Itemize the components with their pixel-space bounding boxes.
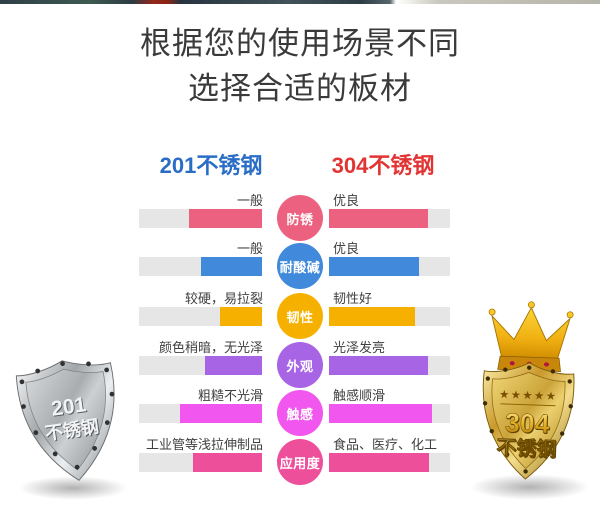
gold-shield-crown-icon: ★★★★★ 304 304 不锈钢 不锈钢 bbox=[482, 301, 575, 480]
right-bar-track bbox=[329, 307, 450, 326]
right-bar-track bbox=[329, 404, 450, 423]
silver-number-shadow: 201 bbox=[51, 394, 89, 422]
left-bar-fill bbox=[205, 356, 262, 375]
rivets bbox=[482, 365, 573, 474]
right-rating-label: 韧性好 bbox=[333, 291, 373, 306]
gold-number: 304 bbox=[505, 408, 551, 440]
column-header-201: 201不锈钢 bbox=[159, 153, 263, 178]
left-bar-track bbox=[139, 209, 262, 228]
category-badge-rust: 防锈 bbox=[277, 195, 323, 241]
left-bar-track bbox=[139, 453, 262, 472]
category-badge-acid: 耐酸碱 bbox=[277, 243, 323, 289]
left-bar-fill bbox=[193, 453, 262, 472]
right-rating-label: 光泽发亮 bbox=[333, 340, 386, 355]
gold-name: 不锈钢 bbox=[496, 436, 557, 461]
comparison-row-touch: 粗糙不光滑 触感顺滑 触感 bbox=[139, 388, 450, 436]
right-bar-fill bbox=[329, 453, 430, 472]
page-title-line2: 选择合适的板材 bbox=[188, 71, 412, 106]
gold-shield-badge-304: ★★★★★ 304 304 不锈钢 不锈钢 bbox=[462, 298, 593, 507]
right-bar-fill bbox=[329, 307, 415, 326]
right-bar-fill bbox=[329, 209, 429, 228]
page-title-line1: 根据您的使用场景不同 bbox=[140, 26, 460, 61]
silver-shield-shadow bbox=[18, 476, 128, 500]
right-bar-track bbox=[329, 209, 450, 228]
gold-shield-shadow bbox=[470, 474, 590, 500]
left-rating-label: 一般 bbox=[236, 241, 263, 256]
left-bar-track bbox=[139, 356, 262, 375]
top-banner-sliver bbox=[0, 0, 600, 4]
left-rating-label: 一般 bbox=[236, 193, 263, 208]
category-badge-touch: 触感 bbox=[277, 390, 323, 436]
stars-row: ★★★★★ bbox=[499, 389, 558, 403]
comparison-row-acid: 一般 优良 耐酸碱 bbox=[139, 241, 450, 289]
left-rating-label: 工业管等浅拉伸制品 bbox=[145, 437, 263, 452]
right-bar-fill bbox=[329, 404, 432, 423]
left-rating-label: 粗糙不光滑 bbox=[197, 388, 263, 403]
star-divider bbox=[500, 403, 556, 407]
silver-number: 201 bbox=[50, 393, 88, 421]
category-badge-appearance: 外观 bbox=[277, 342, 323, 388]
comparison-row-application: 工业管等浅拉伸制品 食品、医疗、化工 应用度 bbox=[139, 437, 450, 485]
column-header-304: 304不锈钢 bbox=[331, 153, 435, 178]
left-bar-fill bbox=[179, 404, 262, 423]
right-rating-label: 优良 bbox=[333, 193, 360, 208]
left-bar-fill bbox=[200, 257, 262, 276]
left-bar-fill bbox=[189, 209, 262, 228]
right-rating-label: 优良 bbox=[333, 241, 360, 256]
left-rating-label: 颜色稍暗，无光泽 bbox=[158, 340, 263, 355]
comparison-row-rust: 一般 优良 防锈 bbox=[139, 193, 450, 241]
right-bar-track bbox=[329, 257, 450, 276]
left-rating-label: 较硬，易拉裂 bbox=[184, 291, 263, 306]
left-bar-track bbox=[139, 257, 262, 276]
category-badge-toughness: 韧性 bbox=[277, 293, 323, 339]
page-title: 根据您的使用场景不同 选择合适的板材 bbox=[0, 21, 600, 111]
rivets bbox=[19, 361, 115, 470]
comparison-row-toughness: 较硬，易拉裂 韧性好 韧性 bbox=[139, 291, 450, 339]
left-bar-track bbox=[139, 307, 262, 326]
left-bar-track bbox=[139, 404, 262, 423]
right-rating-label: 触感顺滑 bbox=[333, 388, 386, 403]
gold-name-shadow: 不锈钢 bbox=[497, 437, 558, 462]
right-rating-label: 食品、医疗、化工 bbox=[333, 437, 438, 452]
left-bar-fill bbox=[220, 307, 262, 326]
shield-icon: 201 201 不锈钢 不锈钢 bbox=[15, 360, 115, 481]
silver-shield-badge-201: 201 201 不锈钢 不锈钢 bbox=[5, 347, 137, 501]
crown-icon bbox=[488, 301, 574, 372]
right-bar-fill bbox=[329, 257, 419, 276]
category-badge-application: 应用度 bbox=[277, 439, 323, 485]
right-bar-track bbox=[329, 453, 450, 472]
comparison-row-appearance: 颜色稍暗，无光泽 光泽发亮 外观 bbox=[139, 340, 450, 388]
gold-number-shadow: 304 bbox=[505, 409, 551, 441]
right-bar-fill bbox=[329, 356, 429, 375]
right-bar-track bbox=[329, 356, 450, 375]
